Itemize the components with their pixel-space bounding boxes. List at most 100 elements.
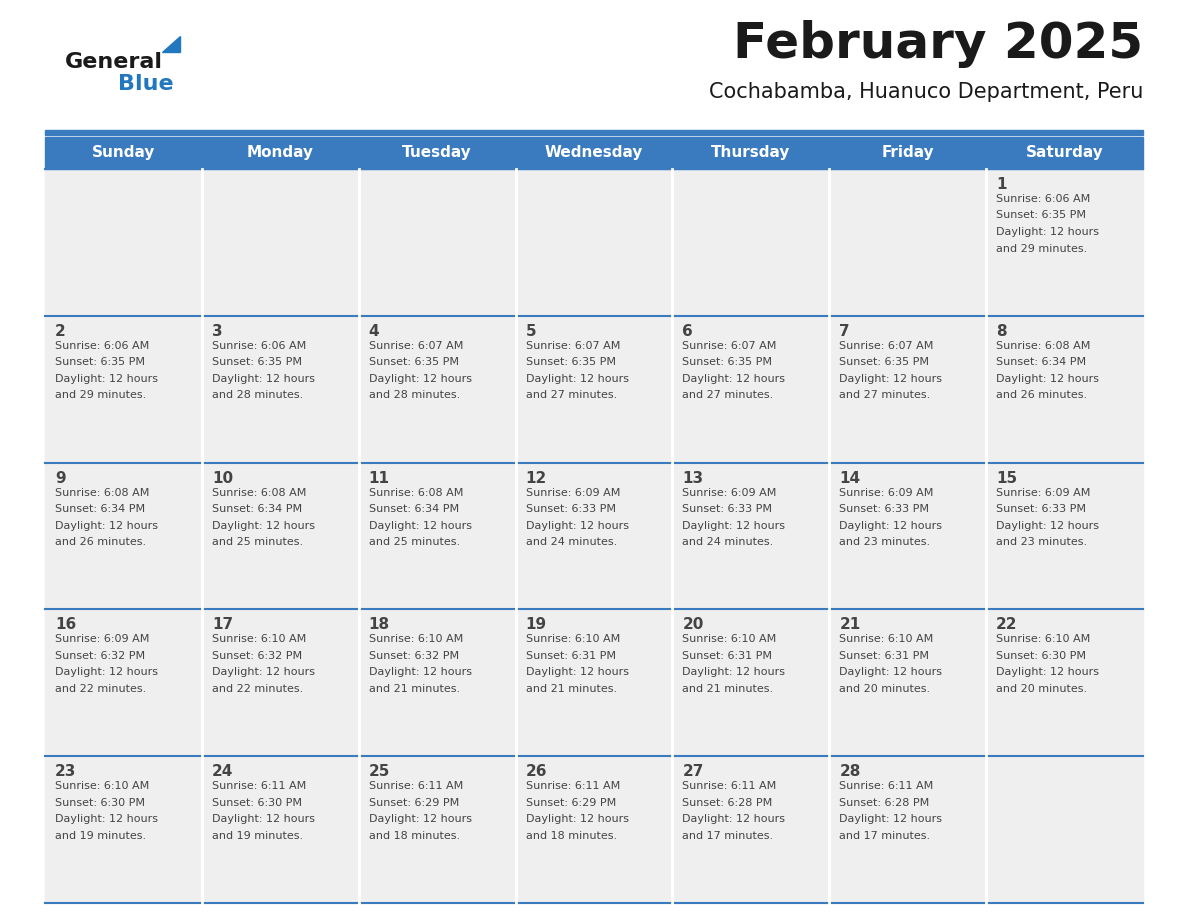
Text: Daylight: 12 hours: Daylight: 12 hours: [997, 227, 1099, 237]
Text: and 23 minutes.: and 23 minutes.: [997, 537, 1087, 547]
Text: and 27 minutes.: and 27 minutes.: [525, 390, 617, 400]
Text: and 27 minutes.: and 27 minutes.: [682, 390, 773, 400]
Text: and 25 minutes.: and 25 minutes.: [211, 537, 303, 547]
Text: Sunrise: 6:07 AM: Sunrise: 6:07 AM: [525, 341, 620, 351]
Text: Sunset: 6:30 PM: Sunset: 6:30 PM: [55, 798, 145, 808]
Text: Daylight: 12 hours: Daylight: 12 hours: [839, 374, 942, 384]
Bar: [829, 169, 986, 316]
Text: Sunrise: 6:08 AM: Sunrise: 6:08 AM: [997, 341, 1091, 351]
Text: Daylight: 12 hours: Daylight: 12 hours: [997, 667, 1099, 677]
Bar: [672, 316, 829, 463]
Text: Sunrise: 6:09 AM: Sunrise: 6:09 AM: [55, 634, 150, 644]
Text: Tuesday: Tuesday: [403, 145, 472, 161]
Text: Thursday: Thursday: [712, 145, 790, 161]
Bar: [829, 610, 986, 756]
Text: Sunset: 6:28 PM: Sunset: 6:28 PM: [682, 798, 772, 808]
Text: Daylight: 12 hours: Daylight: 12 hours: [997, 521, 1099, 531]
Bar: [359, 610, 516, 756]
Text: 6: 6: [682, 324, 693, 339]
Text: Sunset: 6:35 PM: Sunset: 6:35 PM: [839, 357, 929, 367]
Text: Sunrise: 6:08 AM: Sunrise: 6:08 AM: [211, 487, 307, 498]
Text: and 21 minutes.: and 21 minutes.: [368, 684, 460, 694]
Bar: [45, 610, 202, 756]
Text: Sunrise: 6:06 AM: Sunrise: 6:06 AM: [55, 341, 150, 351]
Text: Sunrise: 6:10 AM: Sunrise: 6:10 AM: [368, 634, 463, 644]
Text: and 29 minutes.: and 29 minutes.: [997, 243, 1087, 253]
Bar: [202, 169, 359, 316]
Text: Sunrise: 6:11 AM: Sunrise: 6:11 AM: [211, 781, 307, 791]
Text: and 20 minutes.: and 20 minutes.: [839, 684, 930, 694]
Text: Sunset: 6:35 PM: Sunset: 6:35 PM: [525, 357, 615, 367]
Bar: [359, 463, 516, 610]
Text: Sunset: 6:34 PM: Sunset: 6:34 PM: [55, 504, 145, 514]
Bar: [986, 610, 1143, 756]
Text: Sunrise: 6:10 AM: Sunrise: 6:10 AM: [839, 634, 934, 644]
Text: Sunset: 6:28 PM: Sunset: 6:28 PM: [839, 798, 929, 808]
Text: and 22 minutes.: and 22 minutes.: [55, 684, 146, 694]
Text: 18: 18: [368, 618, 390, 633]
Text: and 19 minutes.: and 19 minutes.: [55, 831, 146, 841]
Text: 17: 17: [211, 618, 233, 633]
Text: Sunset: 6:34 PM: Sunset: 6:34 PM: [997, 357, 1086, 367]
Text: 14: 14: [839, 471, 860, 486]
Text: Sunset: 6:33 PM: Sunset: 6:33 PM: [525, 504, 615, 514]
Text: Sunrise: 6:09 AM: Sunrise: 6:09 AM: [682, 487, 777, 498]
Bar: [202, 463, 359, 610]
Text: Daylight: 12 hours: Daylight: 12 hours: [368, 521, 472, 531]
Text: 9: 9: [55, 471, 65, 486]
Text: Daylight: 12 hours: Daylight: 12 hours: [682, 667, 785, 677]
Text: 8: 8: [997, 324, 1006, 339]
Text: Sunset: 6:32 PM: Sunset: 6:32 PM: [368, 651, 459, 661]
Text: 2: 2: [55, 324, 65, 339]
Bar: [45, 756, 202, 903]
Text: Sunset: 6:34 PM: Sunset: 6:34 PM: [211, 504, 302, 514]
Text: General: General: [65, 52, 163, 72]
Text: 16: 16: [55, 618, 76, 633]
Polygon shape: [162, 36, 181, 52]
Bar: [202, 610, 359, 756]
Text: Daylight: 12 hours: Daylight: 12 hours: [525, 667, 628, 677]
Text: Sunset: 6:35 PM: Sunset: 6:35 PM: [211, 357, 302, 367]
Text: Sunset: 6:32 PM: Sunset: 6:32 PM: [211, 651, 302, 661]
Bar: [359, 316, 516, 463]
Text: Wednesday: Wednesday: [545, 145, 643, 161]
Text: Daylight: 12 hours: Daylight: 12 hours: [211, 814, 315, 824]
Text: 12: 12: [525, 471, 546, 486]
Bar: [516, 463, 672, 610]
Bar: [45, 463, 202, 610]
Text: Daylight: 12 hours: Daylight: 12 hours: [682, 374, 785, 384]
Bar: [829, 756, 986, 903]
Text: Sunset: 6:31 PM: Sunset: 6:31 PM: [839, 651, 929, 661]
Text: and 29 minutes.: and 29 minutes.: [55, 390, 146, 400]
Text: Daylight: 12 hours: Daylight: 12 hours: [839, 667, 942, 677]
Text: Daylight: 12 hours: Daylight: 12 hours: [368, 814, 472, 824]
Text: Friday: Friday: [881, 145, 934, 161]
Text: 24: 24: [211, 764, 233, 779]
Text: and 24 minutes.: and 24 minutes.: [525, 537, 617, 547]
Text: Daylight: 12 hours: Daylight: 12 hours: [525, 814, 628, 824]
Text: 3: 3: [211, 324, 222, 339]
Text: 15: 15: [997, 471, 1017, 486]
Bar: [829, 316, 986, 463]
Bar: [202, 756, 359, 903]
Bar: [516, 756, 672, 903]
Text: Sunrise: 6:11 AM: Sunrise: 6:11 AM: [682, 781, 777, 791]
Text: Daylight: 12 hours: Daylight: 12 hours: [368, 667, 472, 677]
Bar: [829, 463, 986, 610]
Bar: [986, 756, 1143, 903]
Text: Sunday: Sunday: [91, 145, 156, 161]
Text: and 23 minutes.: and 23 minutes.: [839, 537, 930, 547]
Text: and 24 minutes.: and 24 minutes.: [682, 537, 773, 547]
Text: Sunset: 6:33 PM: Sunset: 6:33 PM: [682, 504, 772, 514]
Text: and 21 minutes.: and 21 minutes.: [682, 684, 773, 694]
Text: and 27 minutes.: and 27 minutes.: [839, 390, 930, 400]
Text: and 26 minutes.: and 26 minutes.: [997, 390, 1087, 400]
Text: 19: 19: [525, 618, 546, 633]
Bar: [986, 169, 1143, 316]
Text: Sunset: 6:32 PM: Sunset: 6:32 PM: [55, 651, 145, 661]
Text: Daylight: 12 hours: Daylight: 12 hours: [839, 521, 942, 531]
Bar: [516, 316, 672, 463]
Bar: [45, 316, 202, 463]
Text: Daylight: 12 hours: Daylight: 12 hours: [368, 374, 472, 384]
Text: Sunrise: 6:11 AM: Sunrise: 6:11 AM: [839, 781, 934, 791]
